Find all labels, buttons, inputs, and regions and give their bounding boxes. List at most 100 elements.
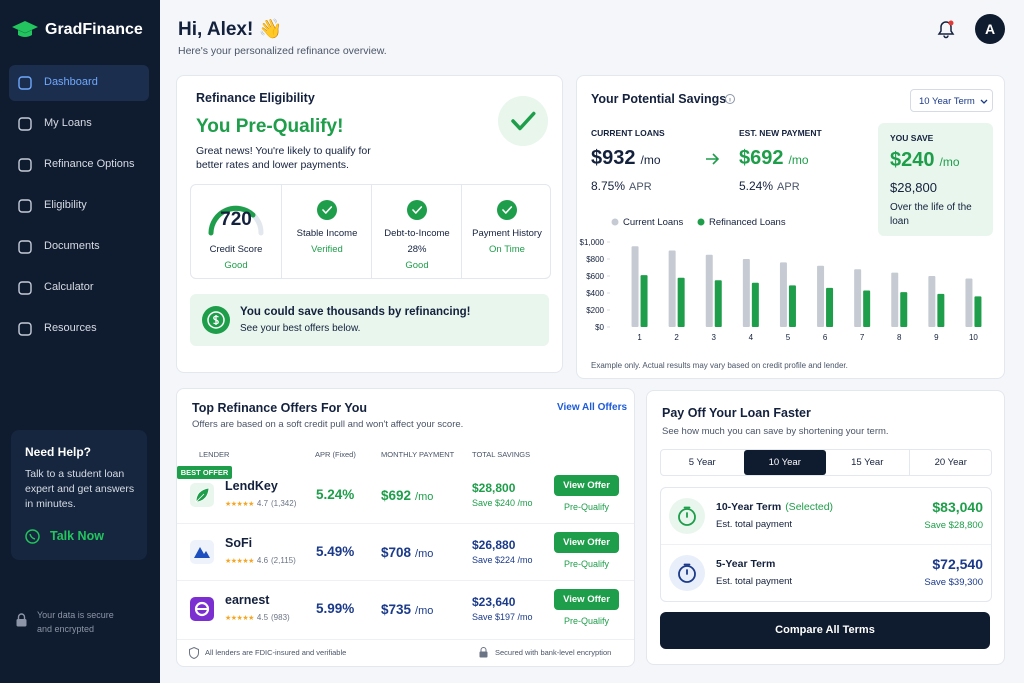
dollar-icon xyxy=(202,306,230,334)
offer-monthly: $692/mo xyxy=(381,487,433,505)
nav-item[interactable]: Calculator xyxy=(9,270,149,306)
metric: Stable Income Verified xyxy=(281,185,371,278)
bar xyxy=(714,280,722,327)
y-tick-label: $600 xyxy=(586,272,604,281)
term-tab[interactable]: 5 Year xyxy=(661,450,744,475)
lock-icon xyxy=(479,647,488,658)
pre-qualify-link[interactable]: Pre-Qualify xyxy=(563,559,609,569)
nav-label: Eligibility xyxy=(44,199,87,211)
payment: $692/mo xyxy=(739,147,809,170)
term-tab[interactable]: 10 Year xyxy=(743,450,826,475)
pre-qualify-link[interactable]: Pre-Qualify xyxy=(563,616,609,626)
apr: 5.24% APR xyxy=(739,177,800,195)
brand-name: GradFinance xyxy=(45,21,143,38)
tab-label: 20 Year xyxy=(934,457,967,468)
x-tick-label: 1 xyxy=(637,333,642,342)
term-save: Save $28,800 xyxy=(924,520,983,531)
payoff-card: Pay Off Your Loan Faster See how much you… xyxy=(646,390,1005,665)
view-offer-button[interactable]: View Offer xyxy=(554,589,619,610)
avatar[interactable]: A xyxy=(975,14,1005,44)
term-label: Est. total payment xyxy=(716,576,793,587)
rating-value: 4.7 xyxy=(256,499,269,508)
bar xyxy=(817,265,825,327)
lender-name: SoFi xyxy=(225,536,253,550)
column-header: MONTHLY PAYMENT xyxy=(381,450,455,459)
nav-item[interactable]: Eligibility xyxy=(9,188,149,224)
view-all[interactable]: View All Offers xyxy=(557,402,628,413)
bar xyxy=(742,259,750,327)
metric-check xyxy=(317,200,337,220)
legend-swatch xyxy=(611,218,619,226)
nav-item[interactable]: Resources xyxy=(9,311,149,347)
term-tag: (Selected) xyxy=(785,501,834,513)
button-label: View Offer xyxy=(563,594,610,605)
nav-icon xyxy=(18,76,32,90)
nav-item[interactable]: Dashboard xyxy=(9,65,149,101)
legend-label: Current Loans xyxy=(623,217,683,228)
bar xyxy=(900,292,908,327)
brand-logo xyxy=(12,21,38,37)
rating-stars: ★★★★★ xyxy=(225,501,254,508)
bar xyxy=(751,282,759,327)
lock-icon xyxy=(16,613,27,627)
nav-item[interactable]: Documents xyxy=(9,229,149,265)
term-tab[interactable]: 15 Year xyxy=(826,450,909,475)
compare-button[interactable]: Compare All Terms xyxy=(660,612,990,649)
x-tick-label: 4 xyxy=(749,333,754,342)
bar xyxy=(677,277,685,327)
bar xyxy=(854,269,862,327)
bar xyxy=(863,290,871,327)
apr-value: 5.24% xyxy=(739,179,774,193)
metric-label: Debt-to-Income xyxy=(384,228,450,239)
column-header: LENDER xyxy=(199,450,230,459)
footer-right: Secured with bank-level encryption xyxy=(495,648,612,657)
help-box: Need Help? Talk to a student loan expert … xyxy=(11,430,147,560)
metric: 720 Credit Score Good xyxy=(191,185,281,278)
offer-monthly: $708/mo xyxy=(381,544,433,562)
view-offer-button[interactable]: View Offer xyxy=(554,532,619,553)
term-tab[interactable]: 20 Year xyxy=(908,450,992,475)
bar xyxy=(937,293,945,327)
bar xyxy=(928,276,936,327)
lender-logo xyxy=(190,483,214,507)
x-tick-label: 3 xyxy=(712,333,717,342)
offer-save-monthly: Save $197 /mo xyxy=(472,612,533,622)
nav-item[interactable]: Refinance Options xyxy=(9,147,149,183)
term-name: 5-Year Term xyxy=(716,558,776,570)
chevron xyxy=(980,99,988,104)
metric: Payment History On Time xyxy=(461,185,551,278)
view-offer-button[interactable]: View Offer xyxy=(554,475,619,496)
avatar-initial: A xyxy=(984,21,996,37)
lender-rating: ★★★★★ 4.5 (983) xyxy=(225,613,290,622)
talk-now[interactable]: Talk Now xyxy=(50,529,104,543)
y-tick-label: $1,000 xyxy=(580,238,605,247)
nav-item[interactable]: My Loans xyxy=(9,106,149,142)
metric: Debt-to-Income 28% Good xyxy=(371,185,461,278)
offers-card: Top Refinance Offers For You Offers are b… xyxy=(176,388,635,667)
payment-unit: /mo xyxy=(788,153,809,167)
button-label: View Offer xyxy=(563,537,610,548)
best-offer-badge: BEST OFFER xyxy=(177,466,232,479)
offer-savings: $28,800 xyxy=(472,481,516,495)
term-name: 10-Year Term xyxy=(716,501,782,513)
qualify-status: You Pre-Qualify! xyxy=(196,116,344,137)
metric-status: On Time xyxy=(489,244,525,255)
savings-banner: You could save thousands by refinancing!… xyxy=(190,294,549,346)
offer-save-monthly: Save $240 /mo xyxy=(472,498,533,508)
x-tick-label: 10 xyxy=(969,333,978,342)
badge-label: BEST OFFER xyxy=(180,468,229,477)
you-save-note: Over the life of the loan xyxy=(890,202,972,227)
lender-rating: ★★★★★ 4.7 (1,342) xyxy=(225,499,296,508)
metric-status: Verified xyxy=(311,244,343,255)
x-tick-label: 5 xyxy=(786,333,791,342)
lender-logo xyxy=(190,540,214,564)
pre-qualify-link[interactable]: Pre-Qualify xyxy=(563,502,609,512)
security-note: Your data is secure and encrypted xyxy=(37,610,114,634)
card-subtitle: See how much you can save by shortening … xyxy=(662,426,889,437)
tab-label: 5 Year xyxy=(688,457,716,468)
term-select[interactable]: 10 Year Term xyxy=(910,89,993,112)
credit-score: 720 xyxy=(220,209,252,230)
offer-row: SoFi ★★★★★ 4.6 (2,115) 5.49% $708/mo $26,880 Sa… xyxy=(177,524,634,581)
term-total: $83,040 xyxy=(932,499,983,515)
